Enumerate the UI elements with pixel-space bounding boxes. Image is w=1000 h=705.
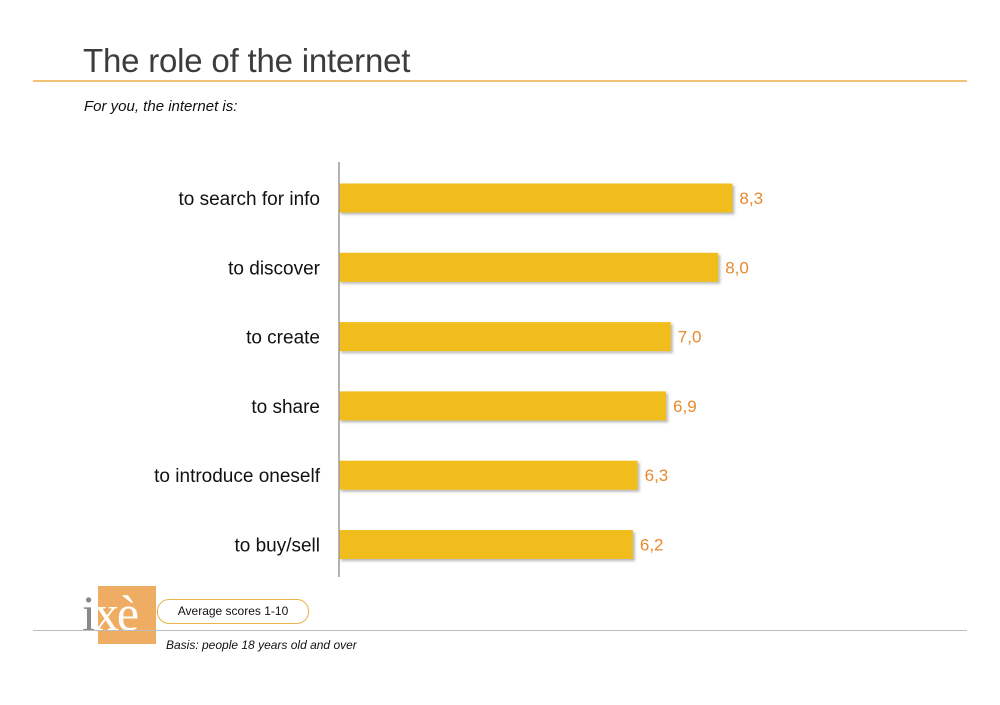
- category-label: to search for info: [178, 189, 320, 210]
- bar-0: [339, 183, 733, 213]
- value-label: 7,0: [678, 328, 702, 347]
- category-label: to create: [246, 328, 320, 349]
- bar-4: [339, 460, 638, 490]
- title-divider: [33, 80, 967, 82]
- category-label: to introduce oneself: [154, 466, 321, 487]
- category-label: to share: [251, 397, 320, 418]
- value-label: 6,9: [673, 397, 697, 416]
- basis-note: Basis: people 18 years old and over: [166, 638, 357, 652]
- value-label: 6,3: [645, 466, 669, 485]
- footer-divider: [33, 630, 967, 631]
- logo-square: [98, 586, 156, 644]
- bar-3: [339, 391, 667, 421]
- bar-5: [339, 530, 633, 559]
- chart-title: The role of the internet: [83, 42, 411, 79]
- score-note-badge: Average scores 1-10: [157, 599, 309, 624]
- chart-subtitle: For you, the internet is:: [84, 98, 238, 115]
- category-label: to discover: [228, 258, 321, 279]
- value-label: 8,0: [725, 258, 749, 277]
- bar-2: [339, 322, 671, 352]
- logo-wordmark: ixè: [82, 585, 139, 641]
- value-label: 6,2: [640, 536, 664, 555]
- bar-1: [339, 252, 719, 282]
- value-label: 8,3: [739, 189, 763, 208]
- ixe-logo: ixè: [82, 586, 156, 644]
- category-label: to buy/sell: [234, 536, 320, 557]
